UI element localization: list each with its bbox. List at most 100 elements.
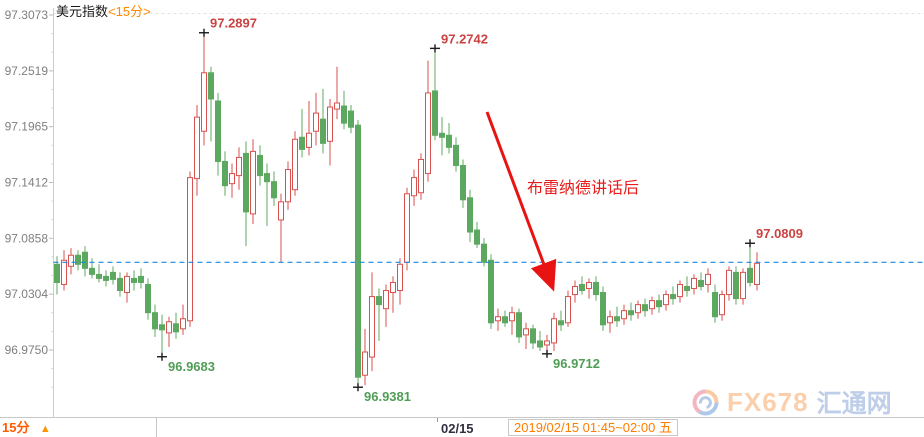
candle-body [327, 106, 333, 142]
candle-body [68, 254, 74, 267]
candle-body [369, 296, 375, 358]
candle-body [481, 243, 487, 263]
candle-body [502, 316, 508, 324]
candle-body [460, 165, 466, 201]
period-label[interactable]: 15分 [2, 420, 30, 435]
candle-body [180, 318, 186, 330]
candle-body [691, 277, 697, 290]
bottom-status-bar: 15分 ▲ 02/15 2019/02/15 01:45~02:00 五 [0, 417, 924, 437]
period-up-arrow-icon[interactable]: ▲ [39, 423, 51, 435]
swing-price-label: 96.9683 [168, 359, 215, 374]
candle-body [593, 281, 599, 296]
candle-body [152, 312, 158, 330]
candle-body [271, 181, 277, 199]
candle-body [313, 112, 319, 132]
candle-body [642, 304, 648, 312]
candle-body [663, 294, 669, 306]
candle-body [362, 351, 368, 376]
candle-body [516, 312, 522, 338]
date-tick-mark [437, 418, 438, 422]
annotation-layer [485, 111, 557, 292]
candle-body [635, 304, 641, 314]
candle-body [572, 285, 578, 296]
candle-body [145, 283, 151, 314]
candle-body [719, 294, 725, 316]
swing-price-label: 97.0809 [756, 226, 803, 241]
y-axis-label: 97.1965 [5, 120, 49, 134]
y-axis: 97.3073 97.2519 97.1965 97.1412 97.0858 97.03… [5, 8, 924, 417]
candle-body [257, 154, 263, 177]
candle-body [579, 283, 585, 292]
candle-body [621, 310, 627, 320]
swing-price-label: 96.9712 [553, 356, 600, 371]
candle-body [201, 72, 207, 132]
candle-body [607, 316, 613, 324]
candle-body [586, 281, 592, 290]
candle-body [292, 138, 298, 191]
candle-body [383, 290, 389, 310]
candle-body [124, 275, 130, 294]
candle-body [544, 340, 550, 346]
candle-body [467, 197, 473, 233]
candle-body [222, 160, 228, 187]
candle-body [278, 201, 284, 221]
candle-body [740, 271, 746, 300]
y-axis-label: 96.9750 [5, 343, 49, 357]
candle-body [712, 292, 718, 318]
swing-price-label: 97.2897 [210, 16, 257, 31]
candle-body [89, 267, 95, 275]
candle-body [404, 193, 410, 263]
candle-body [411, 177, 417, 197]
candle-body [698, 279, 704, 287]
candle-body [684, 285, 690, 292]
candle-body [649, 300, 655, 310]
candle-body [348, 110, 354, 128]
swing-price-label: 96.9381 [364, 389, 411, 404]
candle-body [236, 156, 242, 177]
y-axis-label: 97.0304 [5, 287, 49, 301]
candle-body [614, 316, 620, 322]
candle-body [754, 262, 760, 285]
candle-body [54, 263, 60, 283]
candle-body [306, 132, 312, 148]
candle-body [509, 312, 515, 322]
y-axis-label: 97.2519 [5, 64, 49, 78]
candle-body [376, 296, 382, 306]
candle-body [747, 267, 753, 283]
candle-body [117, 277, 123, 292]
candle-body [320, 118, 326, 144]
candle-body [187, 177, 193, 322]
candle-body [397, 263, 403, 292]
candle-body [677, 283, 683, 298]
candle-body [656, 300, 662, 308]
candle-body [453, 144, 459, 167]
candle-body [355, 124, 361, 378]
candle-body [110, 271, 116, 280]
period-selector[interactable]: 15分 ▲ [0, 418, 157, 437]
candle-body [551, 318, 557, 344]
candle-body [299, 136, 305, 150]
symbol-name: 美元指数 [56, 4, 109, 19]
candle-body [418, 158, 424, 194]
candle-body [208, 72, 214, 100]
candle-body [495, 316, 501, 322]
candle-body [61, 259, 67, 285]
candle-body [264, 173, 270, 183]
candle-body [705, 273, 711, 285]
candle-body [159, 324, 165, 331]
candle-body [131, 277, 137, 283]
candle-body [285, 169, 291, 203]
candle-body [96, 273, 102, 279]
annotation-arrow [485, 111, 557, 292]
candles-layer [54, 32, 760, 388]
x-axis-date-label: 02/15 [441, 421, 474, 436]
candle-body [243, 152, 249, 213]
candle-body [341, 105, 347, 124]
candle-body [390, 281, 396, 294]
candle-body [432, 90, 438, 136]
y-axis-label: 97.3073 [5, 8, 49, 22]
candle-body [166, 321, 172, 334]
chart-title: 美元指数<15分> [56, 1, 151, 20]
